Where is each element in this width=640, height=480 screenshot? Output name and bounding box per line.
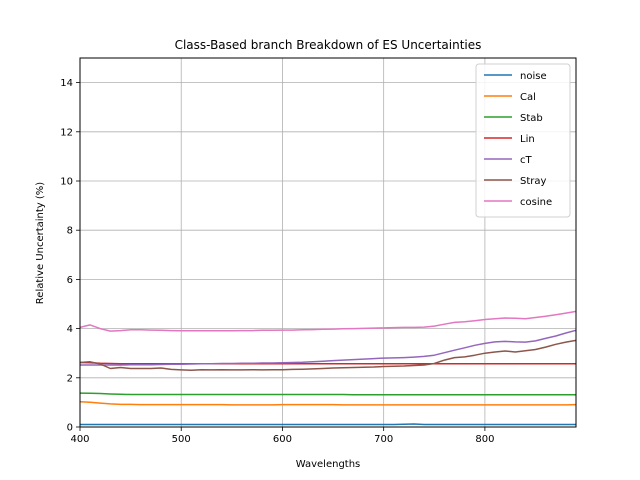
series-line-cosine: [79, 310, 577, 332]
y-tick-label: 14: [60, 78, 73, 89]
y-tick-label: 0: [67, 423, 73, 434]
legend-label: Stab: [520, 113, 543, 124]
x-tick-label: 600: [273, 434, 292, 445]
x-axis-title: Wavelengths: [296, 459, 361, 470]
series-line-stab: [79, 392, 576, 396]
series-line-stray: [79, 339, 577, 371]
series-layer: [79, 310, 577, 426]
y-tick-label: 4: [67, 324, 73, 335]
series-line-ct: [80, 329, 577, 366]
x-tick-label: 700: [374, 434, 393, 445]
chart-title: Class-Based branch Breakdown of ES Uncer…: [175, 38, 482, 52]
legend-label: noise: [520, 71, 547, 82]
y-tick-label: 12: [60, 127, 73, 138]
legend-box: [475, 63, 571, 218]
series-line-noise: [80, 423, 576, 426]
y-tick-label: 10: [60, 177, 73, 188]
legend-label: Lin: [520, 134, 535, 145]
y-axis-title: Relative Uncertainty (%): [35, 182, 46, 305]
y-tick-label: 6: [67, 275, 73, 286]
y-tick-label: 2: [67, 373, 73, 384]
x-tick-label: 500: [172, 434, 191, 445]
y-tick-label: 8: [67, 226, 73, 237]
series-line-lin: [79, 361, 576, 365]
x-tick-label: 800: [475, 434, 494, 445]
legend-label: cT: [520, 155, 532, 166]
legend-label: Stray: [520, 176, 547, 187]
plot-frame: [79, 57, 577, 428]
legend-label: Cal: [520, 92, 536, 103]
axis-ticks: 400 500 600 700 800 0 2 4 6 8 10 12 14: [60, 78, 494, 445]
x-tick-label: 400: [70, 434, 89, 445]
legend: noise Cal Stab Lin cT Stray cosine: [475, 63, 571, 218]
legend-label: cosine: [520, 197, 552, 208]
series-line-cal: [79, 400, 577, 406]
